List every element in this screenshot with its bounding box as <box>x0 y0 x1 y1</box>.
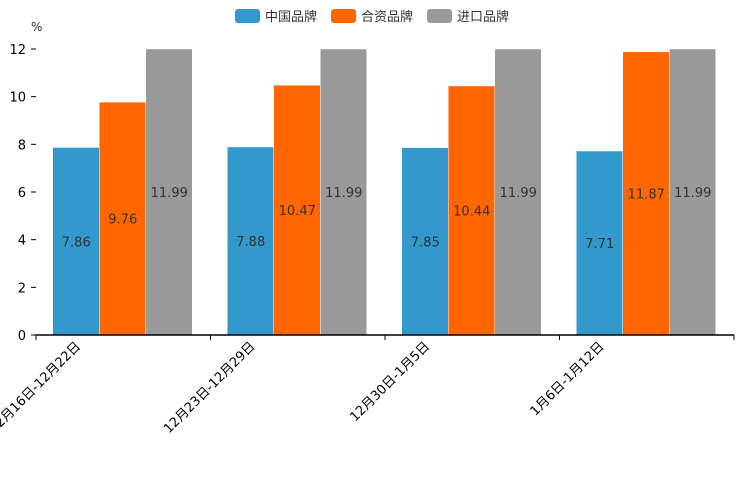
bar-value-label: 7.88 <box>236 235 265 250</box>
x-tick-label: 1月6日-1月12日 <box>528 339 608 419</box>
legend-swatch-import-brand <box>427 8 452 23</box>
bar <box>146 49 192 335</box>
legend-label-import-brand: 进口品牌 <box>457 10 510 25</box>
y-tick-label: 6 <box>18 186 26 201</box>
legend: 中国品牌 合资品牌 进口品牌 <box>0 6 744 25</box>
bar <box>227 147 274 335</box>
y-tick-label: 4 <box>18 234 26 249</box>
y-tick-label: 2 <box>18 281 26 296</box>
y-tick-label: 10 <box>9 91 26 106</box>
bar <box>495 49 541 335</box>
y-tick-label: 12 <box>9 43 26 58</box>
x-tick-label: 12月23日-12月29日 <box>161 339 258 436</box>
bar <box>576 151 623 335</box>
legend-label-joint-venture-brand: 合资品牌 <box>360 10 413 25</box>
bar <box>623 52 669 336</box>
bar-value-label: 11.99 <box>500 186 537 201</box>
bar-value-label: 11.99 <box>151 186 188 201</box>
bar-value-label: 9.76 <box>108 213 137 228</box>
bar <box>320 49 367 335</box>
y-tick-label: 8 <box>18 138 26 153</box>
legend-item-china-brand[interactable]: 中国品牌 <box>234 6 317 25</box>
legend-item-import-brand[interactable]: 进口品牌 <box>427 6 509 25</box>
legend-swatch-joint-venture-brand <box>330 8 356 23</box>
bar <box>448 86 495 336</box>
bar-value-label: 7.71 <box>585 237 614 252</box>
bar-value-label: 10.47 <box>279 204 316 219</box>
bar <box>99 102 146 336</box>
legend-label-china-brand: 中国品牌 <box>264 10 317 25</box>
x-tick-label: 12月30日-1月5日 <box>347 339 433 425</box>
bar <box>53 147 99 335</box>
bar-value-label: 11.99 <box>325 186 362 201</box>
y-axis-unit: % <box>31 20 43 34</box>
bar <box>274 85 320 335</box>
bar <box>669 49 716 335</box>
bar-value-label: 10.44 <box>453 205 490 220</box>
bar-value-label: 11.87 <box>628 188 665 203</box>
bar-value-label: 7.86 <box>62 235 91 250</box>
y-tick-label: 0 <box>18 329 26 344</box>
x-tick-label: 12月16日-12月22日 <box>0 339 84 436</box>
bar-value-label: 11.99 <box>674 186 711 201</box>
legend-swatch-china-brand <box>234 8 260 23</box>
bar <box>402 147 448 335</box>
legend-item-joint-venture-brand[interactable]: 合资品牌 <box>330 6 413 25</box>
bar-value-label: 7.85 <box>411 235 440 250</box>
